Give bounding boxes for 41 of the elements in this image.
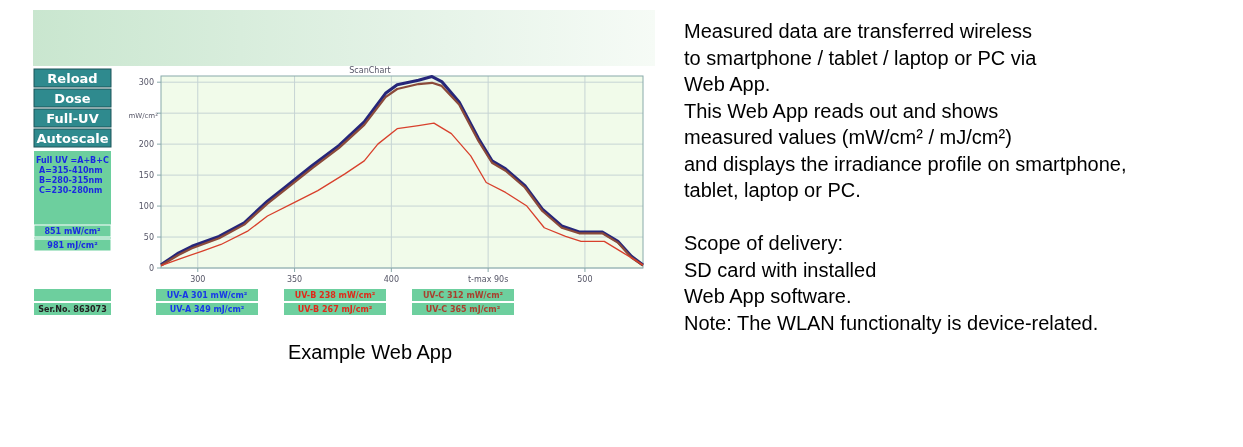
text: C=230-280nm — [39, 186, 103, 195]
text: Ser.No. 863073 — [38, 305, 107, 314]
y-tick-label: 300 — [138, 78, 154, 88]
y-tick-label: 100 — [138, 202, 154, 212]
y-tick-label: 150 — [138, 171, 154, 181]
y-tick-label: 200 — [138, 140, 154, 150]
text: SD card with installed — [684, 258, 877, 281]
text: Note: The WLAN functionalty is device-related. — [684, 311, 1099, 334]
y-tick-label: 0 — [148, 264, 154, 273]
text: B=280-315nm — [39, 176, 103, 185]
text: UV-A 349 mJ/cm² — [169, 305, 245, 314]
text: UV-B 267 mJ/cm² — [297, 305, 373, 314]
x-tick-label: 350 — [286, 275, 303, 284]
text: Full UV =A+B+C — [36, 156, 109, 165]
text: 851 mW/cm² — [44, 227, 102, 236]
x-tick-label: 300 — [190, 275, 206, 284]
chart-title: ScanChart — [349, 66, 391, 75]
text: Web App. — [684, 73, 771, 95]
text: Full-UV — [46, 111, 99, 126]
text: Web App software. — [684, 285, 852, 307]
text: tablet, laptop or PC. — [684, 179, 861, 201]
text: Example Web App — [287, 341, 453, 363]
y-tick-label: 50 — [143, 233, 154, 243]
text: This Web App reads out and shows — [684, 99, 999, 122]
text: 981 mJ/cm² — [47, 241, 99, 250]
text: UV-C 312 mW/cm² — [422, 291, 504, 300]
text: UV-C 365 mJ/cm² — [425, 305, 501, 314]
text: Scope of delivery: — [684, 232, 843, 254]
text: UV-A 301 mW/cm² — [166, 291, 248, 300]
text: to smartphone / tablet / laptop or PC via — [684, 46, 1038, 69]
text: Measured data are transferred wireless — [684, 20, 1032, 42]
x-tick-label: 400 — [383, 275, 399, 284]
text: and displays the irradiance profile on smartphone, — [684, 152, 1127, 175]
x-tick-label: 500 — [577, 275, 593, 284]
text: Reload — [47, 71, 98, 86]
text: Dose — [54, 91, 91, 106]
text: measured values (mW/cm² / mJ/cm²) — [684, 126, 1012, 148]
text: UV-B 238 mW/cm² — [294, 291, 376, 300]
x-tick-label: t-max 90s — [467, 275, 509, 284]
line-series — [160, 122, 644, 267]
text: A=315-410nm — [39, 166, 103, 175]
